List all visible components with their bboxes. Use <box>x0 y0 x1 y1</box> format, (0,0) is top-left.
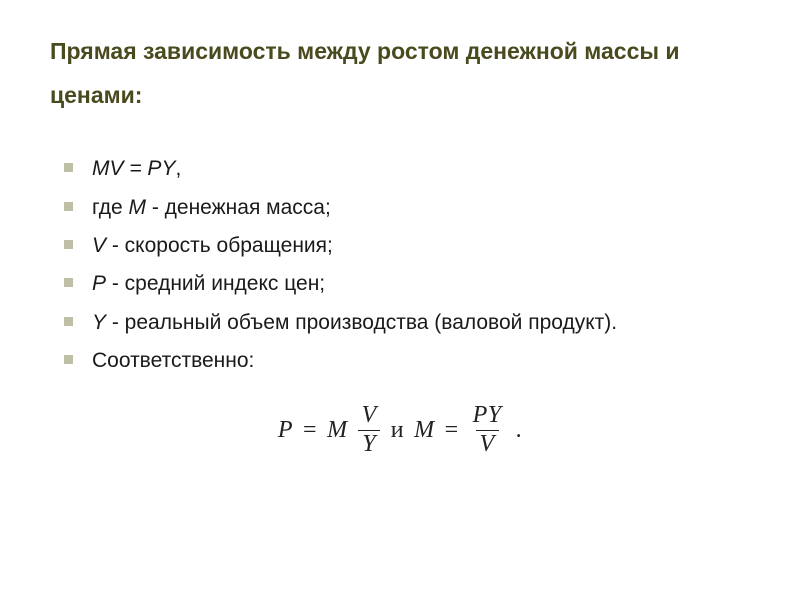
equals-sign: = <box>303 417 317 444</box>
fraction-numerator: V <box>358 403 381 429</box>
text: - средний индекс цен; <box>106 272 325 295</box>
list-item: Y - реальный объем производства (валовой… <box>64 309 750 337</box>
variable: M <box>128 196 146 219</box>
equation-text: MV = PY <box>92 157 175 180</box>
list-item: V - скорость обращения; <box>64 232 750 260</box>
formula-lhs: P <box>278 417 293 444</box>
joiner-text: и <box>391 417 404 444</box>
formula-coef: M <box>327 417 348 444</box>
list-item: Соответственно: <box>64 347 750 375</box>
fraction: PY V <box>469 403 506 456</box>
list-item: P - средний индекс цен; <box>64 270 750 298</box>
fraction-denominator: V <box>476 430 499 457</box>
variable: V <box>92 234 106 257</box>
text: - реальный объем производства (валовой п… <box>106 311 617 334</box>
fraction-denominator: Y <box>358 430 380 457</box>
equals-sign: = <box>445 417 459 444</box>
text: Соответственно: <box>92 349 254 372</box>
text: - скорость обращения; <box>106 234 333 257</box>
formula: P = M V Y и M = PY V . <box>278 403 522 456</box>
fraction: V Y <box>358 403 381 456</box>
text: - денежная масса; <box>146 196 331 219</box>
list-item: MV = PY, <box>64 155 750 183</box>
slide-title: Прямая зависимость между ростом денежной… <box>50 30 750 117</box>
formula-block: P = M V Y и M = PY V . <box>50 403 750 456</box>
formula-lhs: M <box>414 417 435 444</box>
fraction-numerator: PY <box>469 403 506 429</box>
formula-period: . <box>516 417 523 444</box>
variable: P <box>92 272 106 295</box>
variable: Y <box>92 311 106 334</box>
text: где <box>92 196 128 219</box>
list-item: где M - денежная масса; <box>64 194 750 222</box>
bullet-list: MV = PY, где M - денежная масса; V - ско… <box>50 155 750 375</box>
text: , <box>175 157 181 180</box>
